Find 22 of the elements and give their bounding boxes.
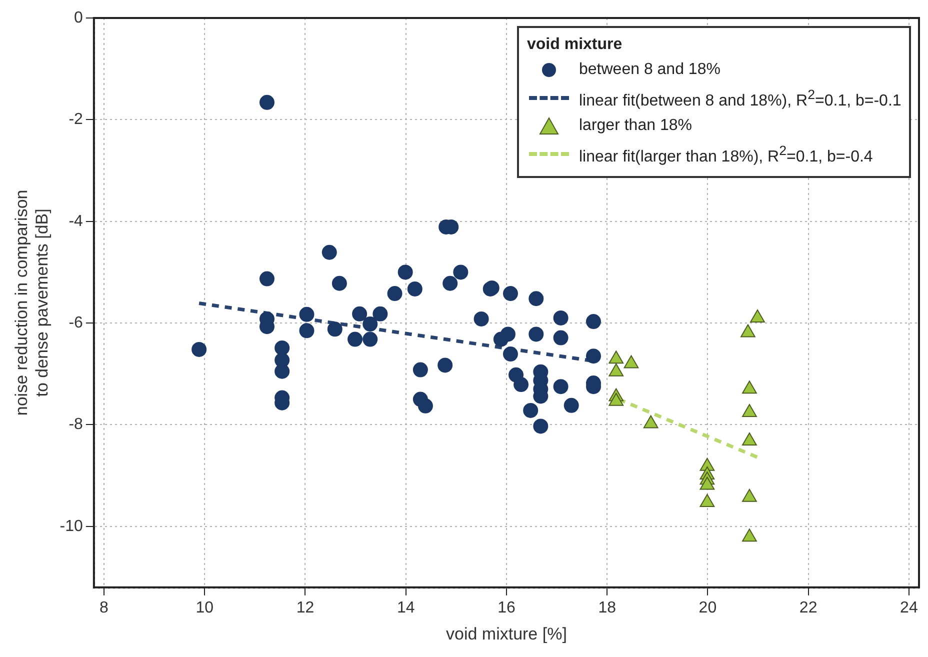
x-tick-label: 18: [598, 599, 616, 616]
x-tick-label: 16: [498, 599, 516, 616]
x-tick-label: 14: [396, 599, 415, 616]
x-tick-label: 8: [100, 599, 109, 616]
y-tick-label: -2: [68, 111, 84, 128]
y-axis-title: noise reduction in comparison to dense pavements [dB]: [12, 190, 52, 416]
y-tick-label: -8: [68, 416, 84, 434]
y-tick-label: -10: [60, 518, 84, 535]
x-tick-label: 24: [900, 599, 918, 616]
x-tick-label: 20: [698, 599, 717, 616]
x-tick-label: 12: [296, 599, 314, 616]
legend-label: linear fit(between 8 and 18%), R$^{2}$=0.1, b=-0.1: [579, 86, 902, 112]
legend-title: void mixture: [527, 35, 624, 55]
y-tick-label: 0: [74, 9, 84, 26]
x-tick-label: 22: [799, 599, 818, 616]
legend-label: linear fit(larger than 18%), R$^{2}$=0.1, b=-0.4: [579, 142, 873, 168]
y-tick-label: -6: [68, 314, 84, 332]
y-tick-label: -4: [68, 212, 84, 230]
x-axis-title: void mixture [%]: [446, 624, 567, 644]
legend-label: larger than 18%: [579, 116, 692, 136]
legend-label: between 8 and 18%: [579, 60, 720, 80]
x-tick-label: 10: [196, 599, 214, 616]
